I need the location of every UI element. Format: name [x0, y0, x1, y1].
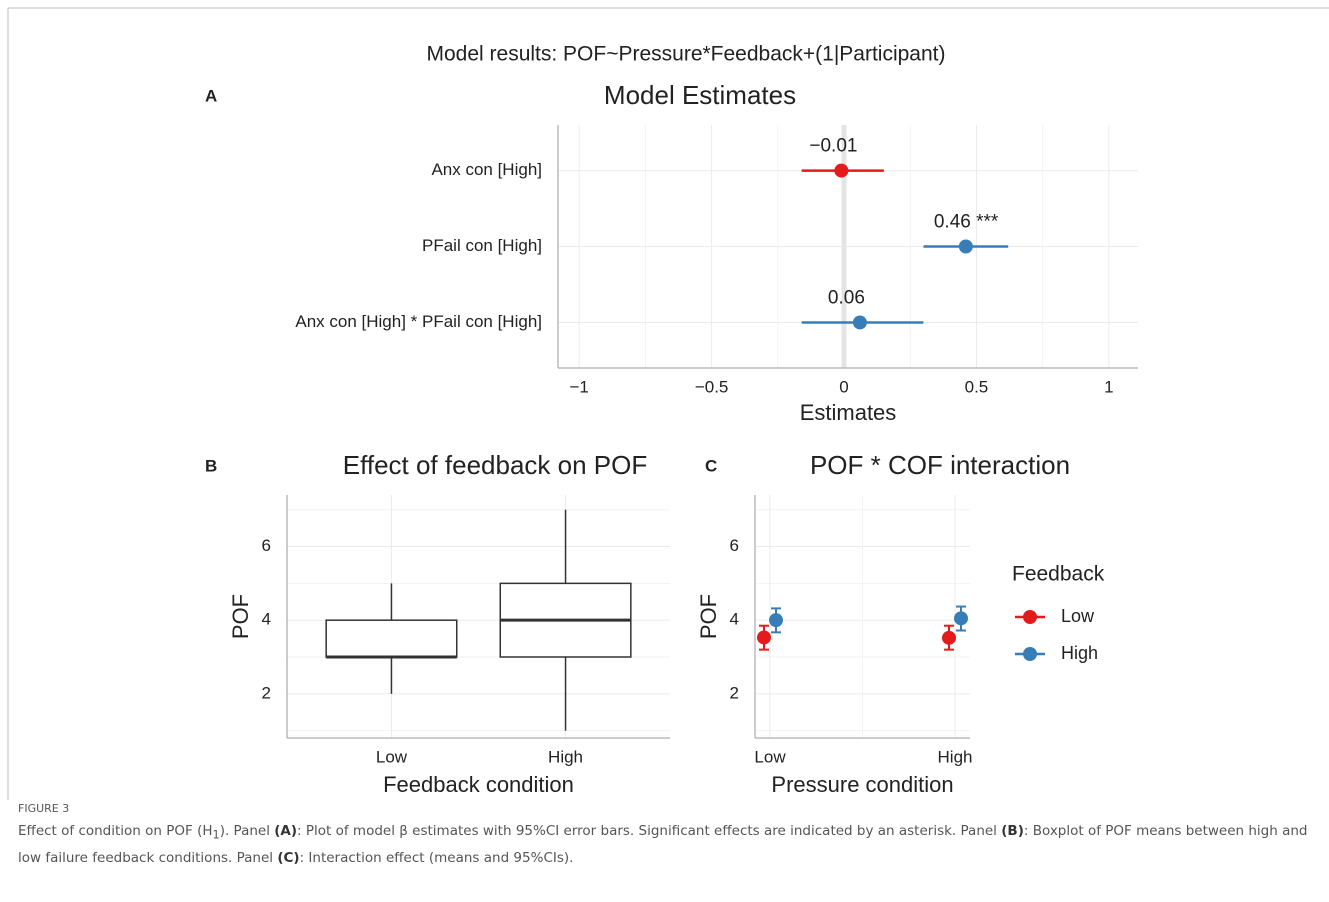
box [325, 619, 458, 658]
legend-label: Low [1061, 606, 1095, 626]
y-tick-label: 4 [262, 610, 271, 629]
mean-point [769, 613, 783, 628]
y-tick-label: 2 [730, 683, 739, 702]
estimate-point [852, 315, 867, 330]
x-tick-label: −0.5 [695, 377, 729, 396]
caption-text: : Plot of model β estimates with 95%CI e… [297, 823, 1002, 839]
legend-label: High [1061, 643, 1098, 663]
value-label: −0.01 [809, 136, 857, 157]
legend-key [1023, 647, 1037, 661]
y-axis-label: POF [696, 594, 721, 639]
x-tick-label: 0 [839, 377, 848, 396]
estimate-point [958, 239, 973, 254]
caption-text: : Interaction effect (means and 95%CIs). [299, 849, 574, 866]
figure-label: FIGURE 3 [18, 802, 70, 815]
caption: Effect of condition on POF (H1). Panel (… [18, 820, 1308, 869]
legend-key [1023, 610, 1037, 624]
caption-bold: (A) [274, 823, 298, 839]
x-tick-label: High [548, 747, 583, 766]
x-axis-label: Estimates [800, 400, 897, 425]
y-tick-label: Anx con [High] [431, 160, 542, 179]
y-tick-label: 6 [262, 536, 271, 555]
chart-title: Effect of feedback on POF [343, 450, 647, 480]
value-label: 0.46 *** [934, 212, 999, 233]
figure-title: Model results: POF~Pressure*Feedback+(1|… [426, 43, 945, 66]
y-tick-label: Anx con [High] * PFail con [High] [295, 312, 542, 331]
y-tick-label: 4 [730, 610, 739, 629]
y-axis-label: POF [228, 594, 253, 639]
y-tick-label: 6 [730, 536, 739, 555]
caption-text: ). Panel [219, 823, 275, 839]
chart-title: POF * COF interaction [810, 450, 1070, 480]
value-label: 0.06 [828, 287, 865, 308]
legend-title: Feedback [1012, 563, 1105, 586]
x-tick-label: Low [754, 747, 786, 766]
caption-bold: (C) [277, 849, 300, 866]
mean-point [942, 630, 956, 645]
x-tick-label: High [938, 747, 973, 766]
y-tick-label: PFail con [High] [422, 236, 542, 255]
chart-title: Model Estimates [604, 80, 796, 110]
x-axis-label: Feedback condition [383, 772, 574, 797]
figure: Model results: POF~Pressure*Feedback+(1|… [7, 7, 1329, 800]
caption-text: Effect of condition on POF (H [18, 823, 213, 839]
x-tick-label: 0.5 [965, 377, 989, 396]
x-tick-label: Low [376, 747, 408, 766]
x-tick-label: −1 [569, 377, 588, 396]
caption-sub: 1 [212, 828, 220, 842]
panel-label: B [205, 456, 217, 475]
mean-point [954, 611, 968, 626]
estimate-point [834, 163, 849, 178]
x-axis-label: Pressure condition [771, 772, 953, 797]
x-tick-label: 1 [1104, 377, 1113, 396]
y-tick-label: 2 [262, 683, 271, 702]
panel-label: C [705, 456, 717, 475]
caption-bold: (B) [1001, 823, 1024, 839]
panel-label: A [205, 86, 217, 105]
mean-point [757, 630, 771, 645]
caption-text: : Boxplot of POF means between high and … [18, 823, 1308, 866]
